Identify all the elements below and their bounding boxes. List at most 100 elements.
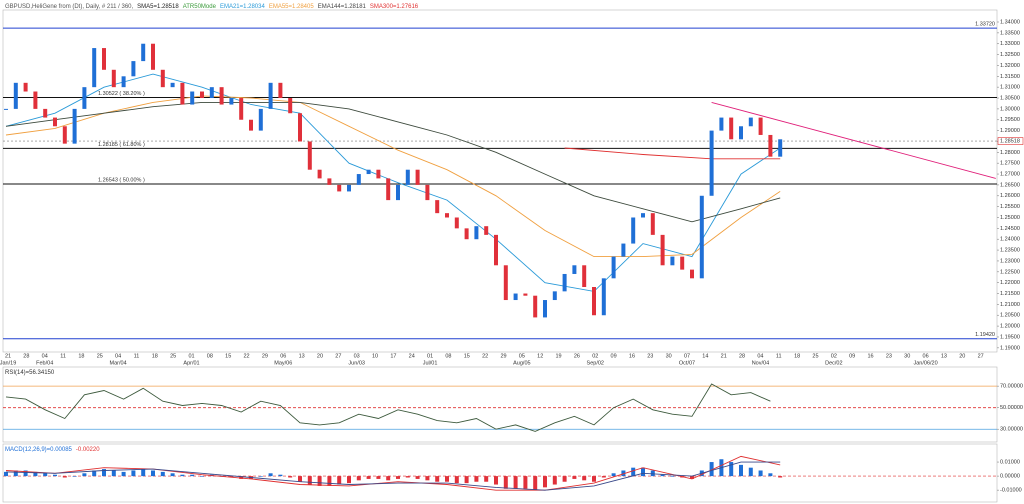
candle [670,256,675,266]
candle [249,119,253,131]
histogram-bar [386,476,391,481]
x-tick-label: 30 [904,353,910,359]
candle [494,234,498,266]
candle [298,113,302,142]
x-tick-label: 12 [537,353,543,359]
header-item: EMA55=1.28405 [269,4,315,10]
candle [690,269,694,279]
histogram-bar [474,476,479,482]
candle [327,178,332,185]
histogram-bar [523,476,528,489]
candle [170,82,175,88]
histogram-bar [729,462,734,477]
x-month-label: Nov/04 [752,360,769,366]
histogram-bar [631,467,636,477]
histogram-bar [92,470,97,477]
histogram-bar [768,473,773,477]
header-item: MACD(12,26,9)=0.00085 [5,447,73,453]
histogram-bar [278,474,283,477]
header-item: GBPUSD,HeliGene from (Dt), Daily, # 211 … [5,4,133,10]
histogram-bar [641,467,645,477]
candle [239,98,244,120]
histogram-bar [151,470,155,477]
candle [729,117,734,140]
panel-header: MACD(12,26,9)=0.00085 -0.00220 [5,447,100,453]
x-tick-label: 13 [299,353,305,359]
candle [719,117,724,131]
histogram-bar [415,476,420,479]
y-tick-label: 1.23000 [1000,258,1020,264]
x-month-label: Apr/01 [183,360,199,366]
x-tick-label: 17 [390,353,396,359]
x-tick-label: 21 [5,353,11,359]
indicator-line [5,461,781,491]
y-tick-label: 1.25500 [1000,204,1020,210]
histogram-bar [611,473,616,477]
candle [209,87,214,99]
candle [592,287,596,316]
indicator-line [564,147,781,160]
candle [376,169,381,179]
histogram-bar [376,476,381,479]
candle [347,184,351,192]
candle [650,213,655,235]
x-tick-label: 01 [427,353,433,359]
x-tick-label: 13 [941,353,947,359]
histogram-bar [170,473,175,477]
y-tick-label: 1.29500 [1000,117,1020,123]
x-month-label: Sep/02 [587,360,604,366]
candle [307,141,312,170]
candle [660,234,665,266]
histogram-bar [484,476,489,482]
y-tick-label: 1.19500 [1000,334,1020,340]
y-tick-label: 1.21000 [1000,302,1020,308]
y-tick-label: 1.20000 [1000,324,1020,330]
candle [72,108,77,144]
indicator-line [5,95,781,258]
histogram-bar [670,476,675,477]
histogram-bar [709,462,714,477]
histogram-bar [366,476,371,479]
x-tick-label: 27 [335,353,341,359]
candle [366,169,371,175]
x-tick-label: 06 [280,353,286,359]
header-item: EMA21=1.28034 [220,4,266,10]
histogram-bar [739,464,743,477]
candle [631,217,636,244]
x-month-label: Jan/06/20 [914,360,938,366]
candle [484,226,489,235]
y-tick-label: 1.22000 [1000,280,1020,286]
x-tick-label: 09 [849,353,855,359]
header-item: RSI(14)=56.34150 [5,370,55,376]
y-tick-label: 1.31000 [1000,85,1020,91]
level-label: 1.19420 [975,332,995,338]
histogram-bar [180,474,185,477]
y-tick-label: 1.33000 [1000,41,1020,47]
candle [572,265,577,274]
y-tick-label: 1.30000 [1000,106,1020,112]
x-tick-label: 02 [592,353,598,359]
x-tick-label: 29 [500,353,506,359]
histogram-bar [690,476,694,479]
y-tick-label: 1.31500 [1000,74,1020,80]
candle [13,82,18,109]
histogram-bar [454,476,459,484]
histogram-bar [562,476,567,482]
x-tick-label: 14 [702,353,708,359]
histogram-bar [533,476,538,491]
candle [160,69,165,88]
histogram-bar [317,476,322,486]
histogram-bar [445,476,449,482]
x-tick-label: 01 [188,353,194,359]
histogram-bar [748,467,753,477]
histogram-bar [425,476,430,481]
candle [562,273,567,292]
y-tick-label: 1.25000 [1000,215,1020,221]
y-tick-label: 70.00000 [1000,384,1023,390]
y-tick-label: 50.00000 [1000,405,1023,411]
candle [219,87,224,105]
candle [229,98,234,105]
histogram-bar [82,473,87,477]
y-tick-label: 1.32000 [1000,63,1020,69]
histogram-bar [464,476,469,484]
